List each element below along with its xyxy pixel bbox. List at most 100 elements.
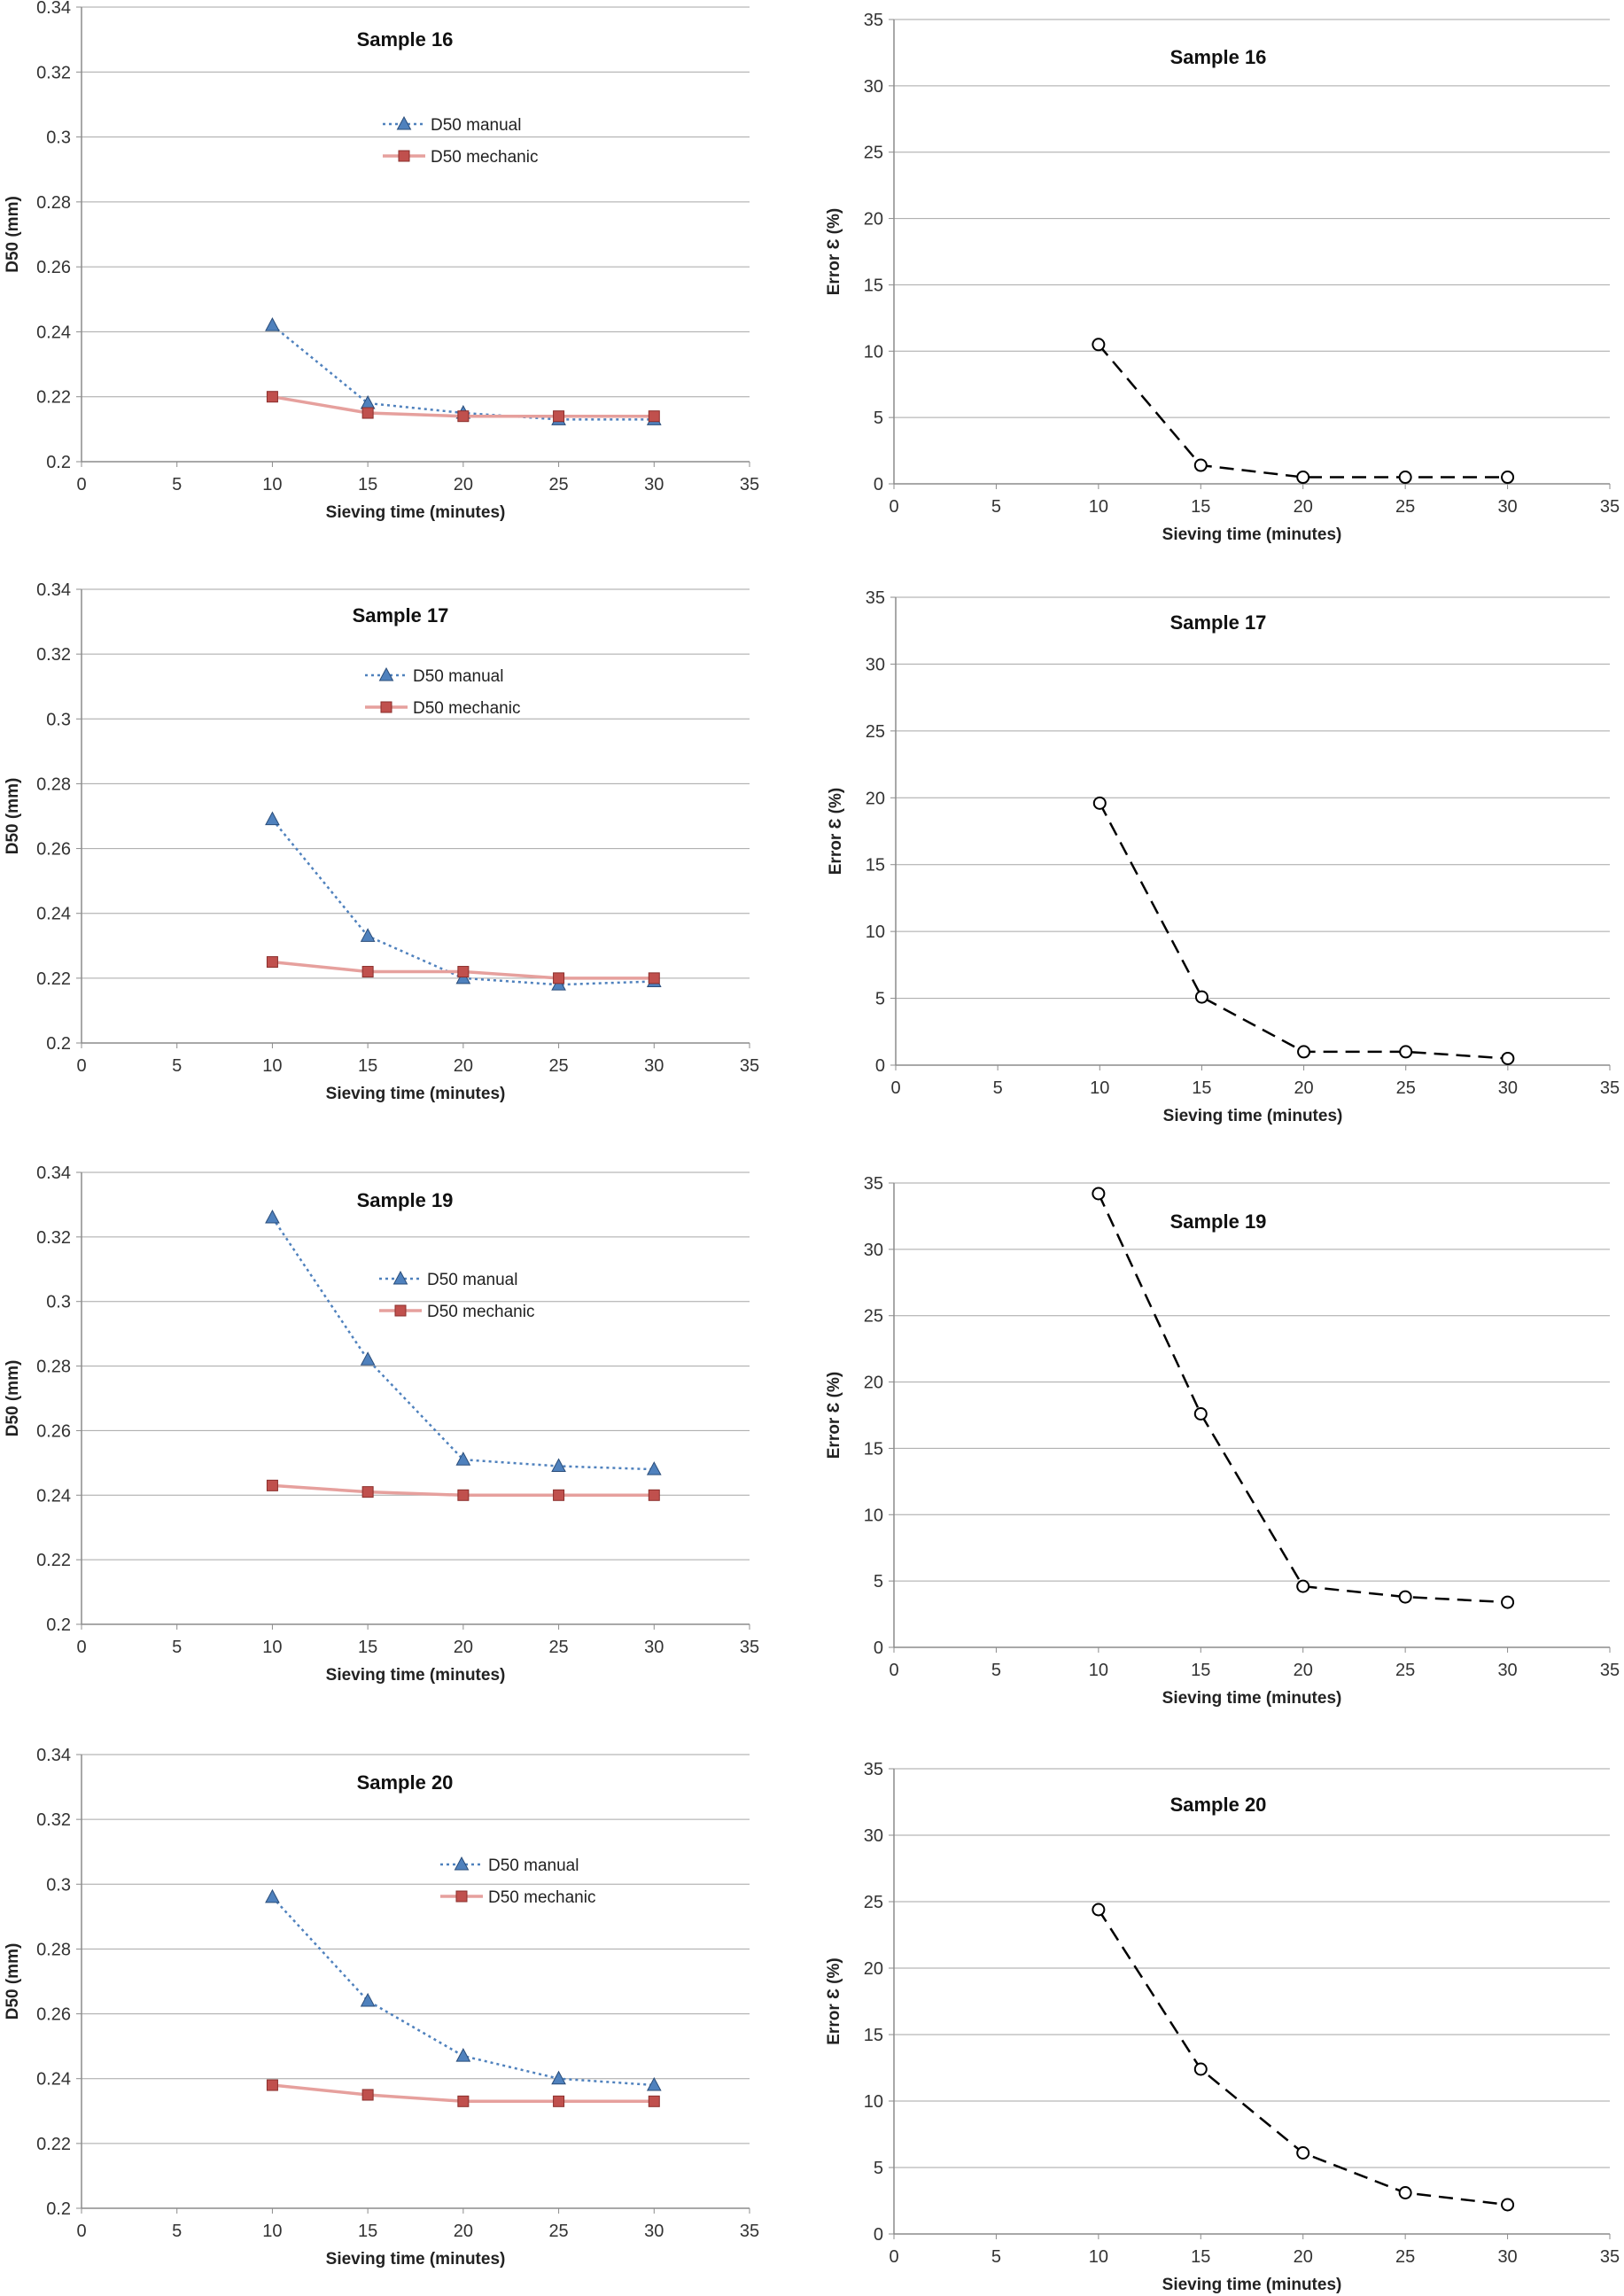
legend-marker [378,666,394,681]
data-point [648,1489,660,1501]
x-axis-label: Sieving time (minutes) [1162,2276,1342,2294]
x-tick-label: 10 [1090,1078,1109,1098]
chart-title: Sample 19 [357,1189,454,1211]
y-tick-label: 25 [864,144,883,163]
x-tick-label: 20 [454,1638,473,1657]
legend-label: D50 mechanic [427,1303,534,1321]
x-tick-label: 35 [740,1638,759,1657]
y-tick-label: 20 [864,1374,883,1393]
data-point [265,317,280,331]
legend-marker [396,115,412,130]
y-tick-label: 0.28 [36,1940,71,1959]
legend-marker [394,1304,407,1317]
y-tick-label: 15 [864,1439,883,1459]
data-point [551,1458,566,1472]
legend-label: D50 manual [413,667,503,686]
y-tick-label: 20 [866,789,885,808]
x-tick-label: 10 [1089,1661,1108,1680]
x-tick-label: 35 [1600,1661,1620,1680]
x-tick-label: 20 [1294,1078,1313,1098]
x-axis-label: Sieving time (minutes) [326,1666,506,1685]
x-tick-label: 15 [1192,1078,1211,1098]
x-tick-label: 0 [76,2222,86,2241]
series-line-1 [271,1896,655,2087]
data-point [1092,338,1106,352]
y-tick-label: 0.32 [36,1810,71,1830]
x-tick-label: 25 [548,1638,568,1657]
y-tick-label: 30 [864,1826,883,1846]
data-point [1501,1051,1515,1065]
y-tick-label: 0.34 [36,580,71,600]
x-tick-label: 20 [1294,2247,1313,2267]
chart-panel-7: 0.2 0.22 0.24 0.26 0.28 0.3 0.32 0.34 0 5 10 15 20 25… [4,1746,759,2269]
x-tick-label: 25 [1395,497,1415,517]
chart-panel-3: 0.2 0.22 0.24 0.26 0.28 0.3 0.32 0.34 0 5 10 15 20 25… [4,580,759,1103]
y-tick-label: 0 [875,1056,885,1076]
y-tick-label: 30 [864,77,883,97]
y-tick-label: 0.22 [36,969,71,989]
x-tick-label: 25 [548,2222,568,2241]
x-tick-label: 35 [740,1056,759,1076]
x-tick-label: 0 [76,475,86,494]
x-axis-label: Sieving time (minutes) [1162,1689,1342,1708]
y-tick-label: 0.28 [36,193,71,213]
series-line-1 [1097,1909,1508,2206]
y-tick-label: 35 [864,1174,883,1194]
legend-marker [398,150,410,162]
data-point [646,2076,662,2091]
data-point [265,1209,280,1224]
data-point [265,811,280,826]
data-point [1501,471,1515,485]
legend-label: D50 manual [431,116,521,135]
x-tick-label: 35 [1600,1078,1620,1098]
y-tick-label: 0.28 [36,774,71,794]
data-point [1398,2186,1412,2199]
data-point [1398,1590,1412,1604]
x-tick-label: 15 [358,2222,377,2241]
x-tick-label: 15 [1191,2247,1210,2267]
y-tick-label: 30 [866,655,885,674]
data-point [646,1461,662,1475]
series-line-1 [1097,1193,1508,1604]
y-tick-label: 0.34 [36,0,71,18]
y-tick-label: 0.24 [36,1486,71,1506]
y-tick-label: 0.24 [36,323,71,342]
y-tick-label: 0.3 [46,1875,71,1895]
data-point [457,966,470,978]
y-tick-label: 0.26 [36,2005,71,2025]
data-point [1296,471,1310,485]
data-point [648,410,660,423]
data-point [361,2089,374,2101]
y-tick-label: 0.28 [36,1358,71,1377]
data-point [457,1489,470,1501]
y-tick-label: 0.2 [46,2199,71,2219]
y-tick-label: 5 [874,409,883,428]
x-tick-label: 20 [454,475,473,494]
x-tick-label: 20 [1294,497,1313,517]
chart-title: Sample 20 [357,1771,454,1794]
chart-panel-1: 0.2 0.22 0.24 0.26 0.28 0.3 0.32 0.34 0 5 10 15 20 25… [4,0,759,522]
legend-label: D50 mechanic [488,1888,595,1907]
y-tick-label: 35 [864,11,883,30]
data-point [1296,2146,1310,2160]
x-tick-label: 30 [1498,1078,1518,1098]
x-tick-label: 5 [991,497,1001,517]
y-tick-label: 5 [875,990,885,1009]
x-tick-label: 10 [1089,2247,1108,2267]
y-axis-label: Error Ɛ (%) [827,788,845,875]
y-tick-label: 0.22 [36,388,71,408]
x-tick-label: 5 [991,2247,1001,2267]
data-point [266,956,278,969]
x-tick-label: 0 [890,1078,900,1098]
chart-title: Sample 17 [1170,611,1267,634]
data-point [1092,1903,1106,1917]
chart-panel-5: 0.2 0.22 0.24 0.26 0.28 0.3 0.32 0.34 0 5 10 15 20 25… [4,1164,759,1685]
x-tick-label: 10 [262,2222,282,2241]
y-tick-label: 0.22 [36,1551,71,1570]
data-point [553,410,565,423]
x-tick-label: 5 [991,1661,1001,1680]
y-tick-label: 0.2 [46,453,71,472]
x-tick-label: 25 [1395,1661,1415,1680]
data-point [1398,471,1412,485]
chart-panel-8: 0 5 10 15 20 25 30 35 0 5 10 15 20 25 30 35 Sieving time… [825,1760,1620,2294]
